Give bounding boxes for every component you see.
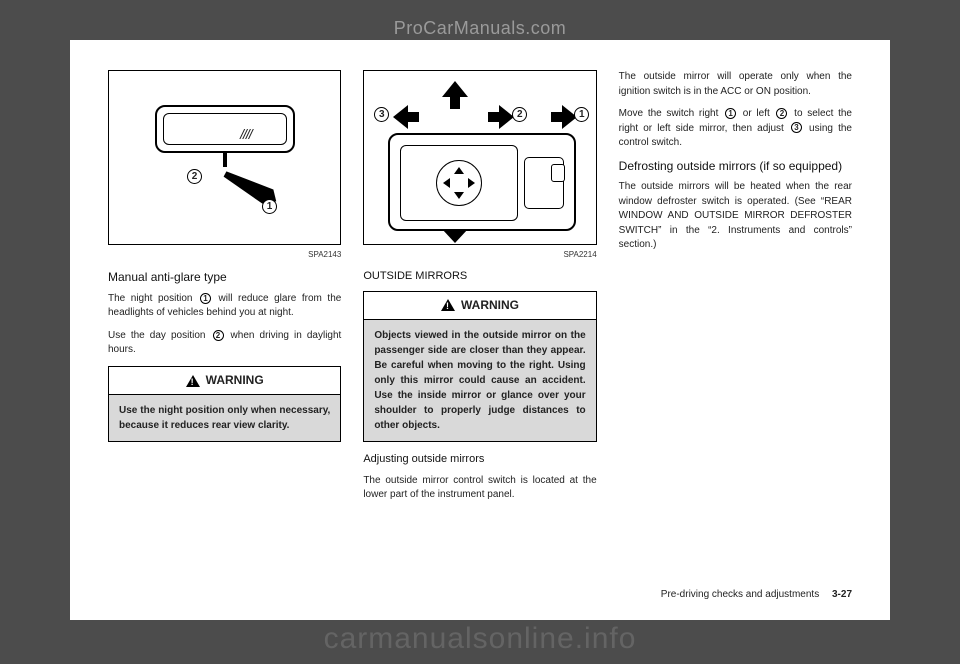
subheading-defrost: Defrosting outside mirrors (if so equipp… [619, 159, 852, 175]
ref-1-icon: 1 [725, 108, 736, 119]
figure-mirror-control: 3 2 1 [363, 70, 596, 245]
callout-2: 2 [187, 169, 202, 184]
figure-label: SPA2143 [108, 249, 341, 261]
manual-page: //// 2 1 SPA2143 Manual anti-glare type … [70, 40, 890, 620]
callout-1: 1 [262, 199, 277, 214]
watermark-bottom: carmanualsonline.info [0, 622, 960, 656]
mirror-stem [223, 153, 227, 167]
warning-body: Use the night position only when necessa… [109, 395, 340, 441]
ref-3-icon: 3 [791, 122, 802, 133]
page-number: 3-27 [832, 589, 852, 600]
text: or left [738, 108, 774, 119]
paragraph: The outside mirrors will be heated when … [619, 180, 852, 253]
text: Move the switch right [619, 108, 723, 119]
arrow-right2-icon [549, 105, 577, 135]
figure-mirror: //// 2 1 [108, 70, 341, 245]
text: Use the day position [108, 330, 211, 341]
arrow-up-icon [442, 81, 468, 117]
arrow-left-icon [393, 105, 421, 135]
paragraph: Move the switch right 1 or left 2 to sel… [619, 107, 852, 151]
paragraph: The outside mirror will operate only whe… [619, 70, 852, 99]
watermark-top: ProCarManuals.com [0, 18, 960, 39]
warning-header: WARNING [109, 367, 340, 395]
section-title: Pre-driving checks and adjustments [661, 589, 819, 600]
paragraph: Use the day position 2 when driving in d… [108, 329, 341, 358]
column-2: 3 2 1 [363, 70, 596, 583]
arrow-right-icon [486, 105, 514, 135]
selector-handle [551, 164, 565, 182]
warning-body: Objects viewed in the outside mirror on … [364, 320, 595, 441]
pad-up-icon [454, 167, 464, 174]
mirror-lever [220, 166, 290, 215]
warning-triangle-icon [186, 375, 200, 387]
callout-3: 3 [374, 107, 389, 122]
arrow-down-icon [442, 229, 468, 249]
ref-2-icon: 2 [776, 108, 787, 119]
ref-2-icon: 2 [213, 330, 224, 341]
text: The night position [108, 293, 198, 304]
pad-down-icon [454, 192, 464, 199]
subheading: Manual anti-glare type [108, 269, 341, 286]
callout-2: 2 [512, 107, 527, 122]
ref-1-icon: 1 [200, 293, 211, 304]
mirror-glass: //// [163, 113, 287, 145]
direction-pad [400, 145, 518, 221]
warning-title: WARNING [206, 372, 264, 389]
rearview-mirror: //// [155, 105, 295, 153]
warning-title: WARNING [461, 297, 519, 314]
selector-switch [524, 157, 564, 209]
warning-box: WARNING Objects viewed in the outside mi… [363, 291, 596, 442]
direction-circle [436, 160, 482, 206]
pad-left-icon [443, 178, 450, 188]
pad-right-icon [468, 178, 475, 188]
page-footer: Pre-driving checks and adjustments 3-27 [108, 589, 852, 600]
glare-lines-icon: //// [240, 124, 252, 144]
callout-1: 1 [574, 107, 589, 122]
subheading: Adjusting outside mirrors [363, 452, 596, 468]
figure-label: SPA2214 [363, 249, 596, 261]
columns: //// 2 1 SPA2143 Manual anti-glare type … [108, 70, 852, 583]
column-1: //// 2 1 SPA2143 Manual anti-glare type … [108, 70, 341, 583]
paragraph: The night position 1 will reduce glare f… [108, 292, 341, 321]
control-panel [388, 133, 576, 231]
paragraph: The outside mirror control switch is loc… [363, 474, 596, 503]
warning-box: WARNING Use the night position only when… [108, 366, 341, 442]
warning-header: WARNING [364, 292, 595, 320]
column-3: The outside mirror will operate only whe… [619, 70, 852, 583]
heading-outside-mirrors: OUTSIDE MIRRORS [363, 269, 596, 285]
warning-triangle-icon [441, 299, 455, 311]
